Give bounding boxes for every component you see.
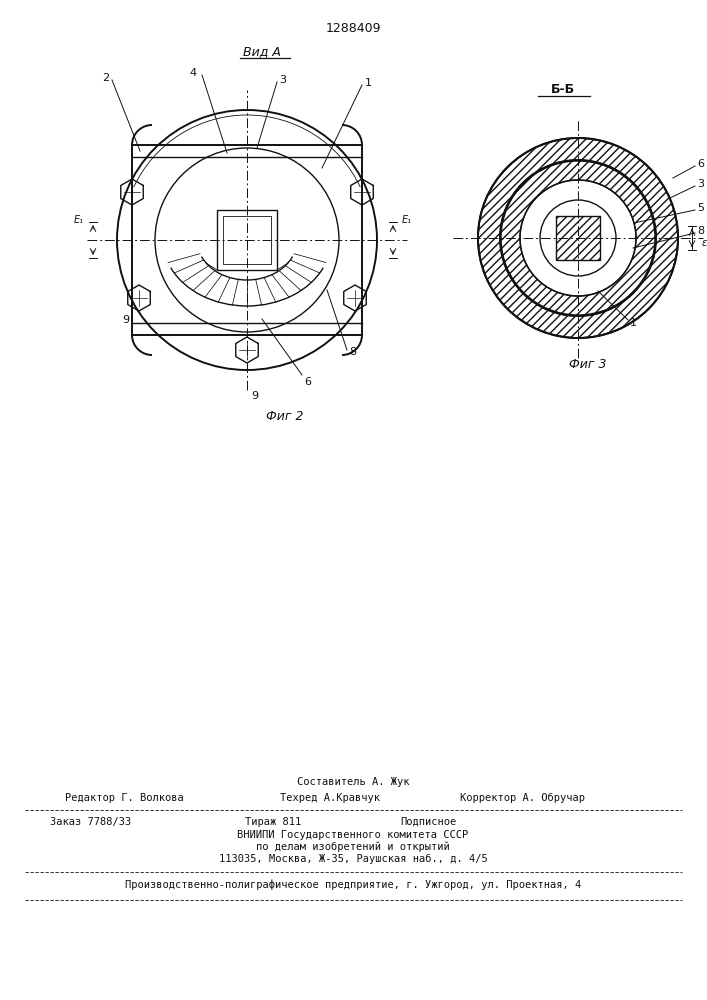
Text: ВНИИПИ Государственного комитета СССР: ВНИИПИ Государственного комитета СССР [238, 830, 469, 840]
Text: Техред А.Кравчук: Техред А.Кравчук [280, 793, 380, 803]
Text: 3: 3 [697, 179, 704, 189]
Text: Производственно-полиграфическое предприятие, г. Ужгород, ул. Проектная, 4: Производственно-полиграфическое предприя… [125, 880, 581, 890]
Text: Корректор А. Обручар: Корректор А. Обручар [460, 793, 585, 803]
Text: Редактор Г. Волкова: Редактор Г. Волкова [65, 793, 184, 803]
Text: 1288409: 1288409 [325, 22, 381, 35]
Text: Фиг 2: Фиг 2 [267, 410, 304, 423]
Text: 3: 3 [279, 75, 286, 85]
Text: ε: ε [702, 238, 707, 248]
Text: Тираж 811: Тираж 811 [245, 817, 301, 827]
Text: Б-Б: Б-Б [551, 83, 575, 96]
Text: 1: 1 [630, 318, 637, 328]
Text: 8: 8 [697, 226, 704, 236]
Text: Подписное: Подписное [400, 817, 456, 827]
Text: 8: 8 [349, 347, 356, 357]
Text: 9: 9 [252, 391, 259, 401]
Text: 6: 6 [697, 159, 704, 169]
Text: E₁: E₁ [74, 215, 84, 225]
Text: 1: 1 [365, 78, 372, 88]
Text: 6: 6 [304, 377, 311, 387]
Text: по делам изобретений и открытий: по делам изобретений и открытий [256, 842, 450, 852]
Text: 9: 9 [122, 315, 129, 325]
Text: E₁: E₁ [402, 215, 412, 225]
Text: Составитель А. Жук: Составитель А. Жук [297, 777, 409, 787]
Text: 5: 5 [697, 203, 704, 213]
Text: Заказ 7788/33: Заказ 7788/33 [50, 817, 132, 827]
Text: Фиг 3: Фиг 3 [569, 358, 607, 371]
Text: 4: 4 [190, 68, 197, 78]
Text: 2: 2 [102, 73, 109, 83]
Text: Вид А: Вид А [243, 45, 281, 58]
Text: 113035, Москва, Ж-35, Раушская наб., д. 4/5: 113035, Москва, Ж-35, Раушская наб., д. … [218, 854, 487, 864]
